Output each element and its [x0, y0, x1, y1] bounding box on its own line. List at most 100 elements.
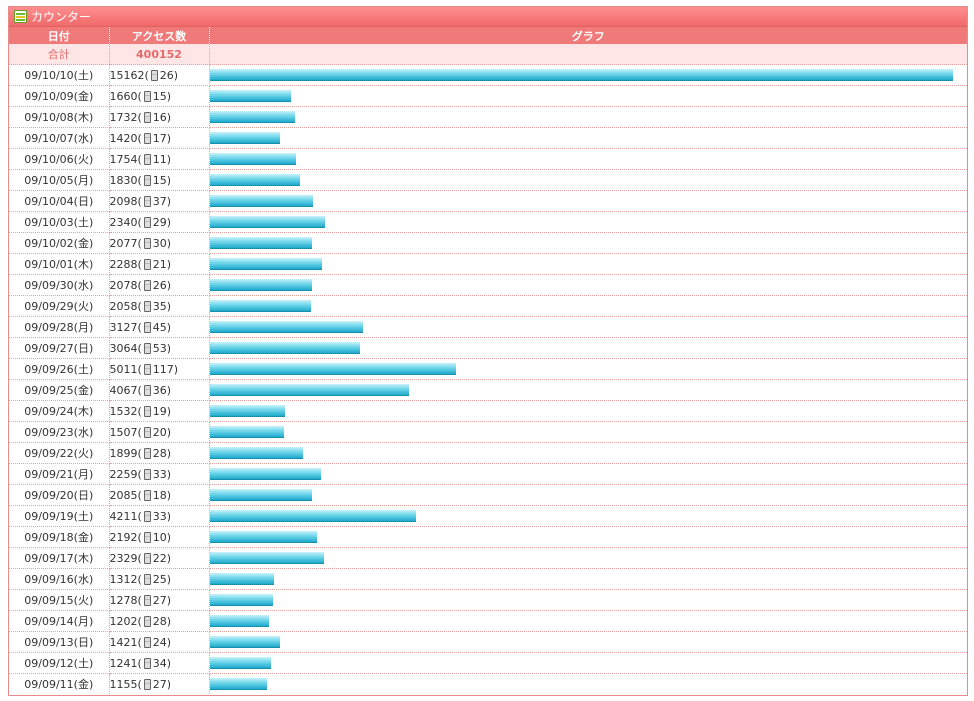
- paren-open: (: [137, 299, 142, 313]
- table-row: 09/10/05(月) 1830(15): [9, 169, 967, 191]
- paren-open: (: [137, 677, 142, 691]
- mobile-phone-icon: [143, 132, 151, 144]
- mobile-phone-icon: [143, 510, 151, 522]
- row-date: 09/09/20(日): [9, 484, 110, 506]
- row-access: 2288(21): [109, 253, 210, 275]
- row-access: 4211(33): [109, 505, 210, 527]
- paren-close: ): [166, 89, 172, 103]
- row-access-value: 1241: [109, 656, 138, 670]
- row-mobile-value: 18: [152, 488, 167, 502]
- row-date: 09/10/08(木): [9, 106, 110, 128]
- row-date: 09/09/26(土): [9, 358, 110, 380]
- access-bar: [209, 132, 280, 144]
- paren-open: (: [137, 341, 142, 355]
- paren-close: ): [166, 152, 172, 166]
- paren-open: (: [137, 194, 142, 208]
- row-date: 09/09/12(土): [9, 652, 110, 674]
- table-row: 09/09/30(水) 2078(26): [9, 274, 967, 296]
- row-mobile-value: 19: [152, 404, 167, 418]
- mobile-phone-icon: [143, 468, 151, 480]
- row-date: 09/09/27(日): [9, 337, 110, 359]
- row-mobile-value: 21: [152, 257, 167, 271]
- paren-close: ): [166, 572, 172, 586]
- row-access-value: 1732: [109, 110, 138, 124]
- paren-close: ): [166, 320, 172, 334]
- row-graph: [209, 421, 967, 443]
- row-mobile-value: 34: [152, 656, 167, 670]
- row-graph: [209, 211, 967, 233]
- row-mobile-value: 16: [152, 110, 167, 124]
- row-access-value: 1507: [109, 425, 138, 439]
- table-row: 09/09/20(日) 2085(18): [9, 484, 967, 506]
- row-access: 1241(34): [109, 652, 210, 674]
- row-access-value: 2098: [109, 194, 138, 208]
- row-date: 09/09/22(火): [9, 442, 110, 464]
- row-mobile-value: 22: [152, 551, 167, 565]
- table-row: 09/10/02(金) 2077(30): [9, 232, 967, 254]
- paren-open: (: [137, 593, 142, 607]
- row-graph: [209, 106, 967, 128]
- paren-close: ): [166, 194, 172, 208]
- mobile-phone-icon: [143, 657, 151, 669]
- row-graph: [209, 547, 967, 569]
- paren-close: ): [166, 425, 172, 439]
- table-row: 09/09/27(日) 3064(53): [9, 337, 967, 359]
- panel-title: カウンター: [31, 10, 92, 24]
- row-access-value: 1155: [109, 677, 138, 691]
- mobile-phone-icon: [143, 489, 151, 501]
- row-mobile-value: 117: [152, 362, 174, 376]
- row-access-value: 1420: [109, 131, 138, 145]
- row-mobile-value: 15: [152, 173, 167, 187]
- table-row: 09/10/07(水) 1420(17): [9, 127, 967, 149]
- total-value: 400152: [109, 44, 210, 65]
- row-graph: [209, 631, 967, 653]
- paren-open: (: [137, 152, 142, 166]
- row-date: 09/09/28(月): [9, 316, 110, 338]
- row-access: 1155(27): [109, 673, 210, 694]
- mobile-phone-icon: [143, 594, 151, 606]
- row-access: 2085(18): [109, 484, 210, 506]
- header-access: アクセス数: [109, 27, 210, 44]
- table-row: 09/09/28(月) 3127(45): [9, 316, 967, 338]
- mobile-phone-icon: [143, 615, 151, 627]
- row-date: 09/10/05(月): [9, 169, 110, 191]
- table-row: 09/09/14(月) 1202(28): [9, 610, 967, 632]
- paren-open: (: [137, 551, 142, 565]
- access-bar: [209, 153, 296, 165]
- mobile-phone-icon: [143, 153, 151, 165]
- access-table: 日付 アクセス数 グラフ 合計 400152 09/10/10(土) 15162(…: [9, 27, 967, 694]
- table-row: 09/10/01(木) 2288(21): [9, 253, 967, 275]
- paren-open: (: [137, 320, 142, 334]
- row-access-value: 2077: [109, 236, 138, 250]
- mobile-phone-icon: [143, 384, 151, 396]
- row-date: 09/10/07(水): [9, 127, 110, 149]
- mobile-phone-icon: [143, 552, 151, 564]
- row-date: 09/09/14(月): [9, 610, 110, 632]
- row-graph: [209, 652, 967, 674]
- row-access-value: 2259: [109, 467, 138, 481]
- row-graph: [209, 295, 967, 317]
- paren-open: (: [137, 425, 142, 439]
- row-graph: [209, 674, 967, 695]
- mobile-phone-icon: [143, 237, 151, 249]
- row-date: 09/10/09(金): [9, 85, 110, 107]
- row-graph: [209, 526, 967, 548]
- mobile-phone-icon: [143, 405, 151, 417]
- paren-close: ): [166, 383, 172, 397]
- paren-close: ): [166, 299, 172, 313]
- row-mobile-value: 17: [152, 131, 167, 145]
- mobile-phone-icon: [143, 258, 151, 270]
- paren-close: ): [166, 614, 172, 628]
- row-mobile-value: 29: [152, 215, 167, 229]
- row-mobile-value: 33: [152, 509, 167, 523]
- row-mobile-value: 33: [152, 467, 167, 481]
- access-bar: [209, 510, 416, 522]
- row-date: 09/10/02(金): [9, 232, 110, 254]
- counter-icon: [14, 10, 27, 23]
- row-access-value: 1660: [109, 89, 138, 103]
- row-date: 09/10/10(土): [9, 64, 110, 86]
- paren-open: (: [144, 68, 149, 82]
- paren-open: (: [137, 488, 142, 502]
- row-graph: [209, 463, 967, 485]
- mobile-phone-icon: [143, 174, 151, 186]
